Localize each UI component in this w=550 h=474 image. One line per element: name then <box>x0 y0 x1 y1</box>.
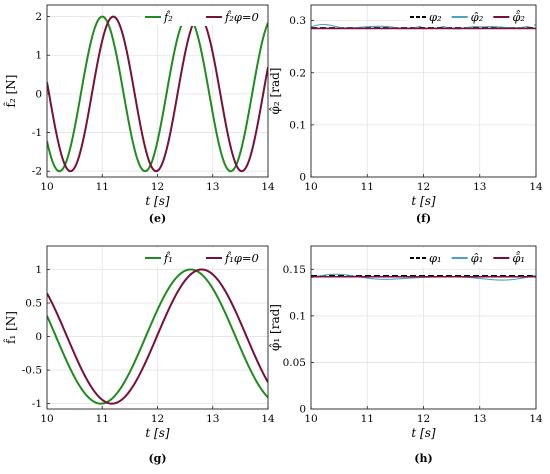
x-tick-label-g-0: 10 <box>40 413 53 425</box>
x-tick-label-h-3: 13 <box>473 413 486 425</box>
y-tick-label-f-3: 0.3 <box>289 15 306 27</box>
y-tick-label-g-1: -0.5 <box>22 365 42 377</box>
chart-panel-h: 10 11 12 13 14 0 0.05 0.1 0.15 t [s] φ̂₁ [rad] (h) φ… <box>268 245 543 465</box>
legend-box-f <box>407 7 534 26</box>
y-tick-label-e-2: 0 <box>35 88 42 100</box>
panel-caption-g: (g) <box>148 452 166 465</box>
legend-box-e <box>142 7 266 26</box>
legend-h: φ₁ φ̂₁ φ̄̂₁ <box>407 248 534 267</box>
x-tick-label-f-2: 12 <box>417 181 430 193</box>
legend-e: f̂₂ f̂₂φ=0 <box>142 7 266 26</box>
panel-caption-h: (h) <box>414 452 432 465</box>
panel-caption-e: (e) <box>149 212 166 225</box>
x-axis-label-h: t [s] <box>411 426 435 440</box>
series-line-e-1 <box>47 15 268 173</box>
y-axis-label-e: f̂₂ [N] <box>2 75 18 108</box>
x-tick-label-h-0: 10 <box>304 413 317 425</box>
x-tick-label-g-3: 13 <box>206 413 219 425</box>
x-tick-label-g-2: 12 <box>151 413 164 425</box>
legend-box-h <box>407 248 534 267</box>
x-tick-label-e-0: 10 <box>40 181 53 193</box>
y-tick-label-e-4: 2 <box>35 11 42 23</box>
y-tick-label-g-2: 0 <box>35 331 42 343</box>
legend-label-h-0: φ₁ <box>429 251 442 265</box>
legend-label-e-1: f̂₂φ=0 <box>224 10 259 24</box>
panel-caption-f: (f) <box>416 212 431 225</box>
x-tick-label-e-2: 12 <box>151 181 164 193</box>
legend-label-e-0: f̂₂ <box>163 10 173 24</box>
series-line-g-0 <box>47 268 268 405</box>
x-tick-label-e-4: 14 <box>261 181 275 193</box>
y-tick-label-h-3: 0.15 <box>283 264 306 276</box>
y-tick-label-f-1: 0.1 <box>289 119 306 131</box>
y-tick-label-h-1: 0.05 <box>283 357 306 369</box>
legend-g: f̂₁ f̂₁φ=0 <box>142 248 266 267</box>
x-tick-label-f-1: 11 <box>361 181 374 193</box>
y-axis-label-f: φ̂₂ [rad] <box>268 68 282 115</box>
legend-label-h-2: φ̄̂₁ <box>512 251 525 265</box>
x-tick-label-g-1: 11 <box>96 413 109 425</box>
y-tick-label-f-2: 0.2 <box>289 67 306 79</box>
y-tick-label-e-0: -2 <box>32 166 42 178</box>
x-axis-label-e: t [s] <box>145 194 169 208</box>
x-axis-label-g: t [s] <box>145 426 169 440</box>
y-tick-label-h-0: 0 <box>299 404 306 416</box>
y-tick-label-g-3: 0.5 <box>25 298 42 310</box>
y-tick-label-f-0: 0 <box>299 172 306 184</box>
legend-box-g <box>142 248 266 267</box>
x-axis-label-f: t [s] <box>411 194 435 208</box>
x-tick-label-g-4: 14 <box>261 413 275 425</box>
y-tick-label-h-2: 0.1 <box>289 310 306 322</box>
legend-label-f-1: φ̂₂ <box>471 10 484 24</box>
y-tick-label-g-4: 1 <box>35 264 42 276</box>
legend-label-h-1: φ̂₁ <box>471 251 484 265</box>
x-tick-label-e-3: 13 <box>206 181 219 193</box>
x-tick-label-f-0: 10 <box>304 181 317 193</box>
legend-label-g-1: f̂₁φ=0 <box>224 251 259 265</box>
series-line-g-1 <box>47 268 268 405</box>
x-tick-label-e-1: 11 <box>96 181 109 193</box>
legend-label-f-2: φ̄̂₂ <box>512 10 525 24</box>
chart-panel-g: 10 11 12 13 14-1-0.500.51t [s]f̂₁ [N](g)f̂₁ f… <box>2 245 275 465</box>
y-tick-label-g-0: -1 <box>32 398 42 410</box>
x-tick-label-h-2: 12 <box>417 413 430 425</box>
legend-label-f-0: φ₂ <box>429 10 442 24</box>
legend-f: φ₂ φ̂₂ φ̄̂₂ <box>407 7 534 26</box>
x-tick-label-h-4: 14 <box>529 413 543 425</box>
legend-label-g-0: f̂₁ <box>163 251 173 265</box>
x-tick-label-f-3: 13 <box>473 181 486 193</box>
y-tick-label-e-1: -1 <box>32 127 42 139</box>
x-tick-label-f-4: 14 <box>529 181 543 193</box>
series-line-e-0 <box>47 15 268 173</box>
x-tick-label-h-1: 11 <box>361 413 374 425</box>
y-axis-label-h: φ̂₁ [rad] <box>268 304 282 351</box>
y-tick-label-e-3: 1 <box>35 50 42 62</box>
y-axis-label-g: f̂₁ [N] <box>2 311 18 344</box>
